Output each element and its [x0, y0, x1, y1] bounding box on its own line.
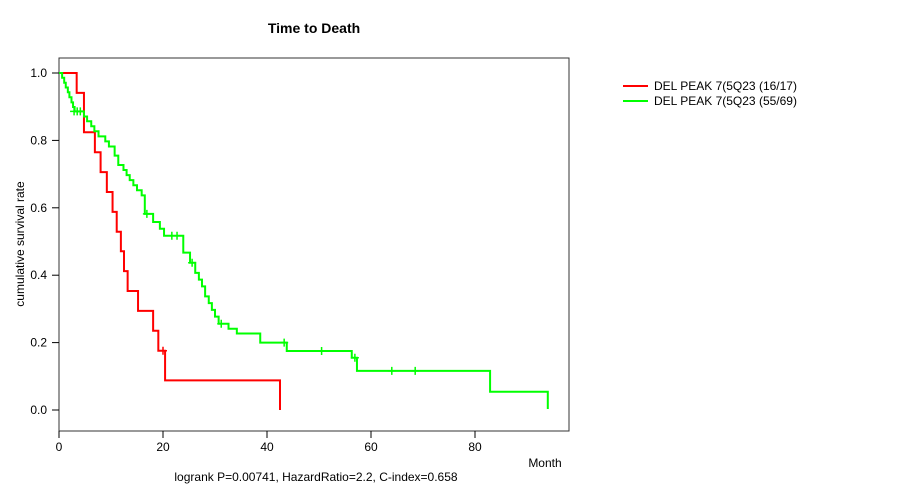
x-tick-label: 60 [364, 440, 378, 454]
censor-mark-series2 [280, 338, 289, 347]
censor-mark-series1 [159, 346, 167, 355]
y-tick-label: 0.2 [30, 336, 47, 350]
survival-curve-series1 [59, 72, 281, 410]
censor-mark-series2 [411, 366, 420, 375]
censor-mark-series2 [350, 353, 359, 362]
censor-mark-series2 [76, 107, 85, 116]
legend-label-series1: DEL PEAK 7(5Q23 (16/17) [654, 79, 797, 93]
censor-mark-series2 [317, 347, 326, 356]
censor-mark-series2 [188, 258, 197, 267]
x-tick-label: 20 [156, 440, 170, 454]
y-tick-label: 0.6 [30, 201, 47, 215]
y-axis: 0.0 0.2 0.4 0.6 0.8 1.0 [30, 66, 59, 417]
censor-mark-series2 [173, 231, 182, 240]
x-axis: 0 20 40 60 80 [56, 431, 482, 454]
stats-footnote: logrank P=0.00741, HazardRatio=2.2, C-in… [174, 470, 458, 484]
censor-mark-series2 [142, 209, 151, 218]
censor-mark-series2 [387, 366, 396, 375]
x-tick-label: 40 [260, 440, 274, 454]
legend: DEL PEAK 7(5Q23 (16/17) DEL PEAK 7(5Q23 … [623, 79, 797, 108]
censor-mark-series2 [217, 319, 226, 328]
y-tick-label: 0.0 [30, 403, 47, 417]
x-tick-label: 0 [56, 440, 63, 454]
plot-box [58, 57, 570, 432]
y-axis-title: cumulative survival rate [13, 181, 27, 307]
y-tick-label: 0.4 [30, 268, 47, 282]
x-tick-label: 80 [468, 440, 482, 454]
legend-label-series2: DEL PEAK 7(5Q23 (55/69) [654, 94, 797, 108]
plot-title: Time to Death [268, 20, 360, 36]
survival-curve-series2 [59, 72, 549, 409]
series-curves [59, 72, 549, 410]
x-axis-title: Month [528, 456, 561, 470]
y-tick-label: 0.8 [30, 133, 47, 147]
y-tick-label: 1.0 [30, 66, 47, 80]
